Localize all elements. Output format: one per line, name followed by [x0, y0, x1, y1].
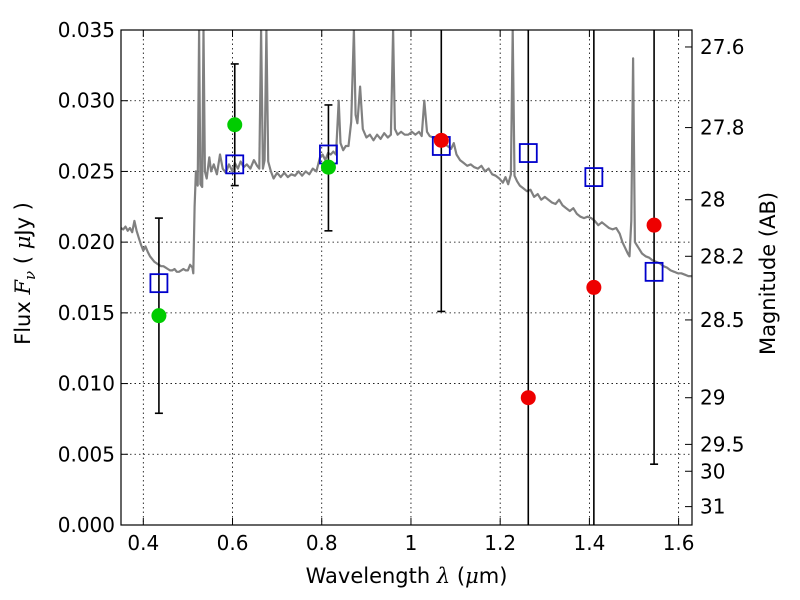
- detection-point: [320, 159, 336, 175]
- x-tick-label: 1.4: [573, 531, 605, 555]
- magnitude-tick-label: 30: [700, 459, 725, 483]
- y-tick-label: 0.000: [58, 513, 115, 537]
- spectrum-line: [121, 30, 692, 278]
- plot-frame: [120, 29, 693, 526]
- tick-labels: 0.4 0.6 0.8 1 1.2 1.4 1.6 0.000 0.005 0.010 0.015 0…: [58, 18, 745, 555]
- x-tick-label: 1: [405, 531, 418, 555]
- y-tick-label: 0.030: [58, 89, 115, 113]
- magnitude-tick-label: 27.8: [700, 116, 745, 140]
- y-tick-label: 0.035: [58, 18, 115, 42]
- model-flux-square: [584, 167, 604, 187]
- y-axis-title: Flux Fν ( μJy ): [11, 202, 39, 345]
- magnitude-tick-label: 27.6: [700, 35, 745, 59]
- nondetection-point: [586, 279, 602, 295]
- magnitude-tick-label: 28.2: [700, 244, 745, 268]
- x-tick-label: 0.6: [217, 531, 249, 555]
- model-flux-square: [225, 154, 245, 175]
- y-tick-label: 0.005: [58, 442, 115, 466]
- nondetection-point: [433, 132, 449, 148]
- y-tick-label: 0.010: [58, 372, 115, 396]
- error-bars: [154, 30, 659, 525]
- right-axis-title: Magnitude (AB): [756, 192, 780, 355]
- model-flux-square: [149, 273, 169, 294]
- model-spectrum-series: [121, 30, 692, 278]
- nondetection-point: [520, 390, 536, 406]
- nondetection-point: [646, 217, 662, 233]
- data-markers: [149, 117, 664, 406]
- x-tick-label: 1.6: [663, 531, 695, 555]
- magnitude-tick-label: 29: [700, 386, 725, 410]
- magnitude-tick-label: 28.5: [700, 308, 745, 332]
- x-tick-label: 0.4: [127, 531, 159, 555]
- magnitude-tick-label: 28: [700, 188, 725, 212]
- x-tick-label: 1.2: [484, 531, 516, 555]
- x-tick-label: 0.8: [306, 531, 338, 555]
- x-axis-title: Wavelength λ (μm): [306, 564, 508, 588]
- axis-ticks: [121, 29, 692, 526]
- y-tick-label: 0.025: [58, 159, 115, 183]
- magnitude-tick-label: 31: [700, 495, 725, 519]
- model-flux-square: [644, 261, 664, 282]
- magnitude-tick-label: 29.5: [700, 432, 745, 456]
- y-tick-label: 0.015: [58, 301, 115, 325]
- y-tick-label: 0.020: [58, 230, 115, 254]
- grid: [121, 30, 692, 525]
- detection-point: [227, 117, 243, 133]
- model-flux-square: [518, 143, 538, 163]
- detection-point: [151, 308, 167, 324]
